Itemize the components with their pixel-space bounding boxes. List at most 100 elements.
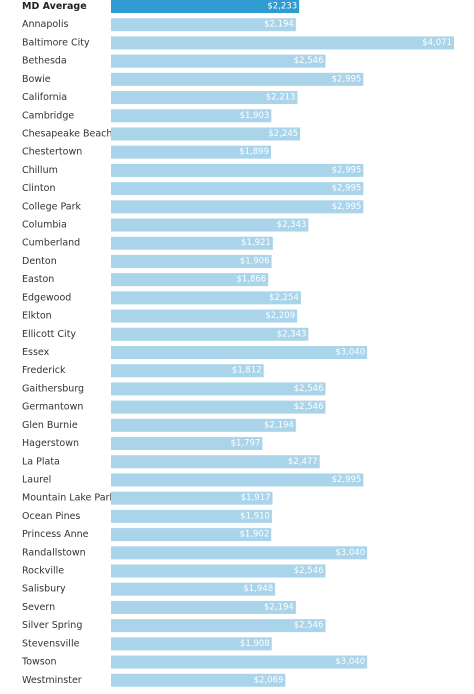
value-label: $1,921 [241, 238, 271, 248]
bar-row: Ocean Pines $1,910 [22, 509, 272, 523]
value-label: $2,995 [332, 184, 362, 194]
value-label: $2,209 [265, 311, 295, 321]
category-label: Chestertown [22, 147, 82, 158]
value-label: $1,899 [239, 147, 269, 157]
category-label: Cambridge [22, 110, 74, 121]
bar-row: Easton $1,866 [22, 273, 269, 287]
bar-row: Chestertown $1,899 [22, 145, 271, 159]
value-label: $1,812 [232, 366, 262, 376]
category-label: Germantown [22, 402, 83, 413]
value-label: $2,546 [294, 566, 324, 576]
bar-row: Randallstown $3,040 [22, 546, 368, 560]
value-label: $2,194 [264, 420, 294, 430]
city-bar [111, 437, 263, 451]
value-label: $1,866 [236, 275, 266, 285]
category-label: Chesapeake Beach [22, 128, 112, 139]
bar-row: Westminster $2,069 [22, 673, 286, 687]
value-label: $1,902 [240, 530, 270, 540]
value-label: $3,040 [335, 548, 365, 558]
value-label: $1,903 [240, 111, 270, 121]
category-label: Salisbury [22, 584, 66, 595]
bar-row: Princess Anne $1,902 [22, 528, 272, 542]
value-label: $2,343 [277, 329, 307, 339]
city-bar [111, 236, 273, 250]
value-label: $2,233 [267, 2, 297, 12]
value-label: $3,040 [335, 347, 365, 357]
city-bar [111, 400, 326, 414]
value-label: $1,908 [240, 639, 270, 649]
city-bar [111, 655, 368, 669]
bar-row: Ellicott City $2,343 [22, 327, 309, 341]
category-label: Clinton [22, 183, 56, 194]
bar-row: Glen Burnie $2,194 [22, 418, 296, 432]
bar-row: Denton $1,906 [22, 254, 272, 268]
bar-row: Edgewood $2,254 [22, 291, 301, 305]
city-bar [111, 637, 272, 651]
bar-row: Rockville $2,546 [22, 564, 326, 578]
city-bar [111, 91, 298, 105]
category-label: Cumberland [22, 238, 80, 249]
bar-row: Towson $3,040 [21, 655, 368, 669]
category-label: Hagerstown [22, 438, 79, 449]
city-bar [111, 182, 364, 196]
bar-row: Frederick $1,812 [22, 364, 264, 378]
value-label: $1,917 [241, 493, 271, 503]
city-bar [111, 327, 309, 341]
category-label: Easton [22, 274, 54, 285]
category-label: Glen Burnie [22, 420, 78, 431]
category-label: Baltimore City [22, 37, 90, 48]
value-label: $4,071 [422, 38, 452, 48]
category-label: MD Average [22, 1, 87, 12]
city-bar [111, 145, 271, 159]
value-label: $2,546 [294, 56, 324, 66]
value-label: $2,546 [294, 384, 324, 394]
category-label: Laurel [22, 474, 51, 485]
value-label: $2,245 [268, 129, 298, 139]
value-label: $2,213 [266, 93, 296, 103]
bar-row: Bethesda $2,546 [22, 54, 326, 68]
category-label: La Plata [22, 456, 60, 467]
category-label: Severn [22, 602, 55, 613]
bar-row: Salisbury $1,948 [22, 582, 276, 596]
category-label: Ocean Pines [22, 511, 80, 522]
bar-row: California $2,213 [22, 91, 298, 105]
bar-row: Columbia $2,343 [22, 218, 309, 232]
category-label: Mountain Lake Park [22, 493, 115, 504]
city-bar [111, 109, 272, 123]
value-label: $2,995 [332, 475, 362, 485]
bar-row: Cambridge $1,903 [22, 109, 272, 123]
city-bar [111, 127, 301, 141]
bar-row: Laurel $2,995 [22, 473, 364, 487]
category-label: Columbia [22, 220, 67, 231]
category-label: Bowie [22, 74, 51, 85]
category-label: Elkton [22, 311, 52, 322]
category-label: Essex [22, 347, 50, 358]
city-bar [111, 72, 364, 86]
value-label: $2,254 [269, 293, 299, 303]
city-bar [111, 509, 272, 523]
city-bar [111, 546, 368, 560]
city-bar [111, 273, 269, 287]
category-label: Silver Spring [22, 620, 82, 631]
category-label: Annapolis [22, 19, 68, 30]
value-label: $1,797 [231, 439, 261, 449]
category-label: Chillum [22, 165, 58, 176]
bar-row: Baltimore City $4,071 [22, 36, 454, 50]
value-label: $2,069 [254, 675, 284, 685]
value-label: $1,948 [243, 584, 273, 594]
category-label: Towson [21, 657, 57, 668]
city-bar [111, 418, 296, 432]
category-label: Bethesda [22, 56, 67, 67]
category-label: College Park [22, 201, 81, 212]
category-label: Randallstown [22, 547, 86, 558]
bar-row: Chillum $2,995 [22, 163, 364, 177]
bar-row: Stevensville $1,908 [22, 637, 272, 651]
city-bar [111, 582, 276, 596]
city-bar [111, 218, 309, 232]
bar-row: Elkton $2,209 [22, 309, 298, 323]
city-bar [111, 455, 320, 469]
bar-row: Severn $2,194 [22, 600, 296, 614]
bar-row: Hagerstown $1,797 [22, 437, 263, 451]
value-label: $1,910 [240, 511, 270, 521]
